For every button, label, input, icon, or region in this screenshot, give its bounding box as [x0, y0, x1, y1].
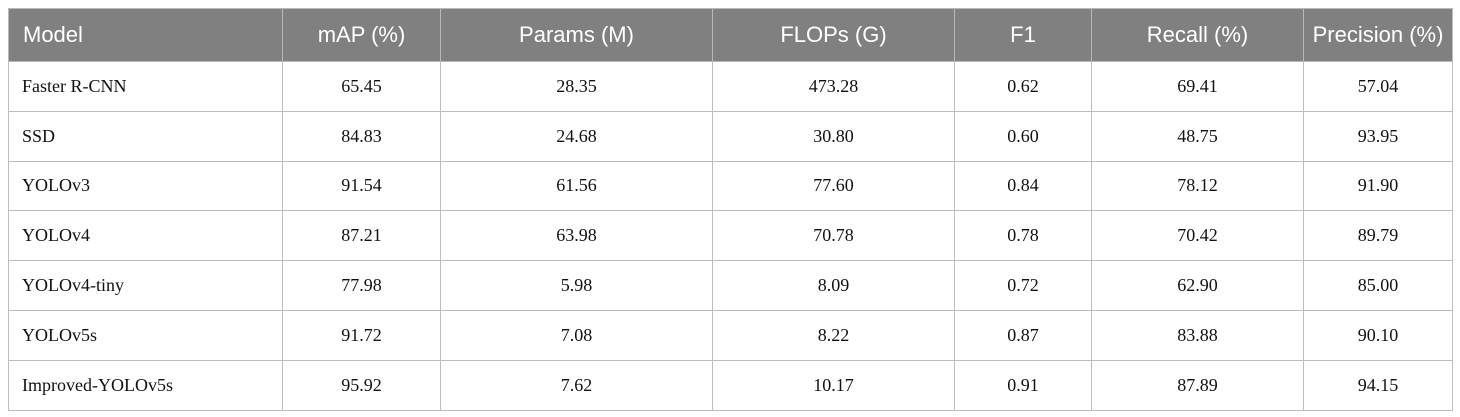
cell-recall: 62.90 [1091, 260, 1304, 311]
header-params: Params (M) [440, 8, 713, 62]
cell-precision: 57.04 [1303, 61, 1453, 112]
cell-precision: 90.10 [1303, 309, 1453, 361]
cell-recall: 48.75 [1091, 110, 1304, 162]
cell-precision: 85.00 [1303, 260, 1453, 311]
table-row: YOLOv5s 91.72 7.08 8.22 0.87 83.88 90.10 [8, 309, 1453, 361]
comparison-table-container: Model mAP (%) Params (M) FLOPs (G) F1 Re… [8, 8, 1453, 411]
cell-map: 65.45 [282, 61, 441, 112]
cell-params: 28.35 [440, 61, 713, 112]
cell-map: 91.72 [282, 309, 441, 361]
cell-model: Faster R-CNN [8, 61, 283, 112]
table-header: Model mAP (%) Params (M) FLOPs (G) F1 Re… [8, 8, 1453, 62]
cell-params: 7.08 [440, 309, 713, 361]
cell-recall: 87.89 [1091, 359, 1304, 411]
cell-f1: 0.62 [954, 61, 1092, 112]
header-f1: F1 [954, 8, 1092, 62]
cell-f1: 0.78 [954, 210, 1092, 262]
cell-model: YOLOv4-tiny [8, 260, 283, 311]
cell-f1: 0.91 [954, 359, 1092, 411]
table-body: Faster R-CNN 65.45 28.35 473.28 0.62 69.… [8, 61, 1453, 411]
header-row: Model mAP (%) Params (M) FLOPs (G) F1 Re… [8, 8, 1453, 62]
cell-map: 91.54 [282, 160, 441, 212]
cell-f1: 0.72 [954, 260, 1092, 311]
cell-flops: 10.17 [712, 359, 955, 411]
header-recall: Recall (%) [1091, 8, 1304, 62]
cell-flops: 70.78 [712, 210, 955, 262]
cell-params: 24.68 [440, 110, 713, 162]
cell-flops: 8.09 [712, 260, 955, 311]
cell-map: 95.92 [282, 359, 441, 411]
header-model: Model [8, 8, 283, 62]
cell-recall: 70.42 [1091, 210, 1304, 262]
cell-model: YOLOv3 [8, 160, 283, 212]
table-row: Faster R-CNN 65.45 28.35 473.28 0.62 69.… [8, 61, 1453, 112]
cell-recall: 69.41 [1091, 61, 1304, 112]
header-flops: FLOPs (G) [712, 8, 955, 62]
table-row: Improved-YOLOv5s 95.92 7.62 10.17 0.91 8… [8, 359, 1453, 411]
cell-map: 87.21 [282, 210, 441, 262]
cell-recall: 83.88 [1091, 309, 1304, 361]
cell-params: 7.62 [440, 359, 713, 411]
header-precision: Precision (%) [1303, 8, 1453, 62]
cell-flops: 77.60 [712, 160, 955, 212]
cell-params: 5.98 [440, 260, 713, 311]
cell-recall: 78.12 [1091, 160, 1304, 212]
table-row: YOLOv4 87.21 63.98 70.78 0.78 70.42 89.7… [8, 210, 1453, 262]
cell-model: YOLOv5s [8, 309, 283, 361]
cell-precision: 89.79 [1303, 210, 1453, 262]
cell-map: 84.83 [282, 110, 441, 162]
cell-precision: 93.95 [1303, 110, 1453, 162]
cell-params: 61.56 [440, 160, 713, 212]
cell-flops: 8.22 [712, 309, 955, 361]
cell-model: YOLOv4 [8, 210, 283, 262]
cell-precision: 91.90 [1303, 160, 1453, 212]
cell-flops: 473.28 [712, 61, 955, 112]
cell-f1: 0.87 [954, 309, 1092, 361]
cell-f1: 0.84 [954, 160, 1092, 212]
cell-map: 77.98 [282, 260, 441, 311]
cell-f1: 0.60 [954, 110, 1092, 162]
table-row: YOLOv4-tiny 77.98 5.98 8.09 0.72 62.90 8… [8, 260, 1453, 311]
table-row: YOLOv3 91.54 61.56 77.60 0.84 78.12 91.9… [8, 160, 1453, 212]
cell-model: Improved-YOLOv5s [8, 359, 283, 411]
model-comparison-table: Model mAP (%) Params (M) FLOPs (G) F1 Re… [8, 8, 1453, 411]
table-row: SSD 84.83 24.68 30.80 0.60 48.75 93.95 [8, 110, 1453, 162]
header-map: mAP (%) [282, 8, 441, 62]
cell-model: SSD [8, 110, 283, 162]
cell-flops: 30.80 [712, 110, 955, 162]
cell-params: 63.98 [440, 210, 713, 262]
cell-precision: 94.15 [1303, 359, 1453, 411]
